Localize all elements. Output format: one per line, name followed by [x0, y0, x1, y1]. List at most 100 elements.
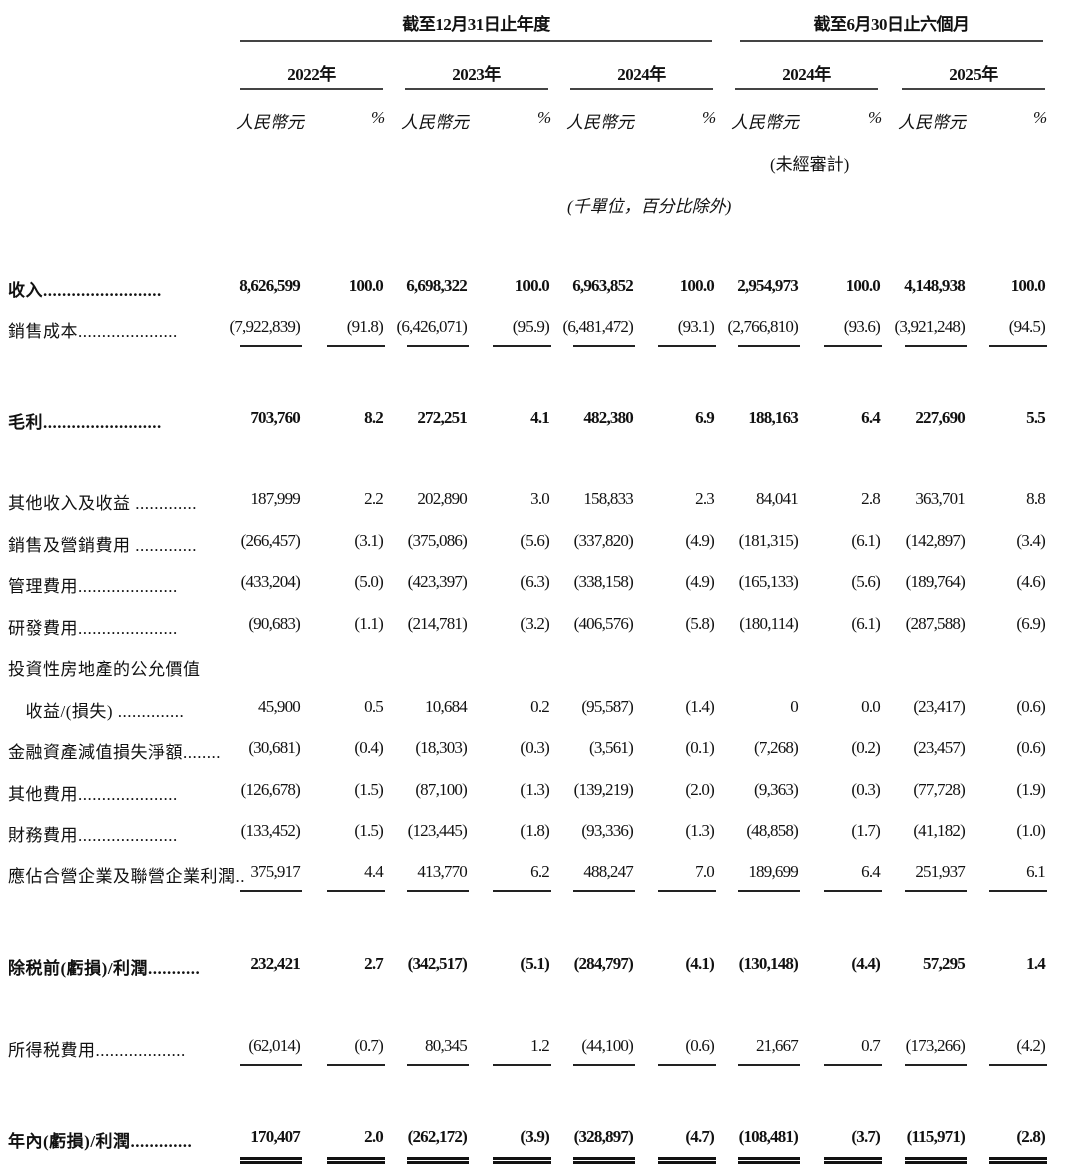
percent-cell: (5.6)	[851, 572, 880, 591]
percent-cell: 5.5	[1026, 408, 1046, 427]
percent-cell: 0.5	[364, 697, 384, 716]
amount-cell: 202,890	[417, 489, 467, 508]
percent-cell: (1.9)	[1016, 780, 1045, 799]
percent-cell: (3.4)	[1016, 531, 1045, 550]
percent-cell: 6.4	[861, 862, 881, 881]
amount-cell: 8,626,599	[239, 276, 301, 295]
amount-cell: 488,247	[583, 862, 633, 881]
amount-cell: (30,681)	[248, 738, 300, 757]
percent-cell: (1.3)	[685, 821, 714, 840]
amount-cell: (142,897)	[905, 531, 966, 550]
underline	[407, 345, 469, 347]
percent-cell: 8.2	[364, 408, 384, 427]
percent-cell: (0.4)	[354, 738, 383, 757]
percent-cell: (6.1)	[851, 531, 880, 550]
divider	[240, 40, 712, 42]
group-header-interim: 截至6月30日止六個月	[813, 15, 971, 34]
currency-label: 人民幣元	[731, 113, 799, 132]
percent-cell: 3.0	[530, 489, 550, 508]
underline	[658, 345, 716, 347]
underline	[905, 1064, 967, 1066]
row-label: 其他費用.....................	[8, 785, 178, 804]
row-label: 銷售成本.....................	[8, 322, 178, 341]
percent-cell: 100.0	[348, 276, 384, 295]
year-header: 2024年	[782, 65, 831, 84]
amount-cell: 4,148,938	[904, 276, 966, 295]
percent-cell: 6.1	[1026, 862, 1046, 881]
amount-cell: 2,954,973	[737, 276, 799, 295]
amount-cell: (214,781)	[407, 614, 468, 633]
percent-cell: 100.0	[679, 276, 715, 295]
percent-cell: (3.7)	[851, 1127, 880, 1146]
unit-note: (千單位，百分比除外)	[567, 197, 732, 216]
divider	[240, 88, 383, 90]
amount-cell: (133,452)	[240, 821, 301, 840]
amount-cell: (126,678)	[240, 780, 301, 799]
underline	[240, 1064, 302, 1066]
underline	[738, 890, 800, 892]
percent-cell: (5.0)	[354, 572, 383, 591]
amount-cell: 187,999	[250, 489, 300, 508]
year-header: 2022年	[287, 65, 336, 84]
underline	[905, 345, 967, 347]
percent-cell: (0.6)	[1016, 738, 1045, 757]
double-underline	[905, 1157, 967, 1164]
percent-cell: 2.2	[364, 489, 384, 508]
double-underline	[240, 1157, 302, 1164]
underline	[738, 345, 800, 347]
underline	[658, 890, 716, 892]
underline	[493, 1064, 551, 1066]
percent-cell: (0.3)	[520, 738, 549, 757]
underline	[240, 345, 302, 347]
amount-cell: (189,764)	[905, 572, 966, 591]
amount-cell: 413,770	[417, 862, 467, 881]
year-header: 2023年	[452, 65, 501, 84]
amount-cell: (6,481,472)	[562, 317, 633, 336]
currency-label: 人民幣元	[898, 113, 966, 132]
row-label: 除税前(虧損)/利潤...........	[8, 959, 201, 978]
amount-cell: 0	[790, 697, 799, 716]
amount-cell: 158,833	[583, 489, 633, 508]
amount-cell: (130,148)	[738, 954, 799, 973]
percent-cell: (3.9)	[520, 1127, 549, 1146]
percent-cell: (4.6)	[1016, 572, 1045, 591]
amount-cell: 45,900	[258, 697, 301, 716]
amount-cell: (328,897)	[573, 1127, 634, 1146]
percent-cell: 100.0	[1010, 276, 1046, 295]
underline	[327, 890, 385, 892]
row-label: 投資性房地產的公允價值	[8, 660, 201, 679]
percent-cell: (95.9)	[512, 317, 550, 336]
percent-cell: 7.0	[695, 862, 715, 881]
underline	[327, 345, 385, 347]
amount-cell: 189,699	[748, 862, 798, 881]
percent-cell: (2.0)	[685, 780, 714, 799]
underline	[738, 1064, 800, 1066]
amount-cell: 375,917	[250, 862, 300, 881]
percent-cell: (6.9)	[1016, 614, 1045, 633]
underline	[989, 890, 1047, 892]
percent-cell: (1.0)	[1016, 821, 1045, 840]
percent-cell: 1.4	[1026, 954, 1046, 973]
amount-cell: 84,041	[756, 489, 799, 508]
group-header-annual: 截至12月31日止年度	[402, 15, 550, 34]
percent-cell: 6.4	[861, 408, 881, 427]
year-header: 2025年	[949, 65, 998, 84]
amount-cell: (284,797)	[573, 954, 634, 973]
percent-cell: (4.4)	[851, 954, 880, 973]
amount-cell: (337,820)	[573, 531, 634, 550]
underline	[989, 1064, 1047, 1066]
amount-cell: 482,380	[583, 408, 633, 427]
percent-cell: 2.0	[364, 1127, 384, 1146]
amount-cell: (115,971)	[906, 1127, 966, 1146]
currency-label: 人民幣元	[566, 113, 634, 132]
percent-cell: (1.1)	[354, 614, 383, 633]
percent-cell: 0.2	[530, 697, 550, 716]
amount-cell: (18,303)	[415, 738, 467, 757]
amount-cell: (7,922,839)	[229, 317, 300, 336]
underline	[407, 1064, 469, 1066]
underline	[240, 890, 302, 892]
double-underline	[824, 1157, 882, 1164]
amount-cell: (44,100)	[581, 1036, 633, 1055]
amount-cell: (87,100)	[415, 780, 467, 799]
currency-label: 人民幣元	[236, 113, 304, 132]
